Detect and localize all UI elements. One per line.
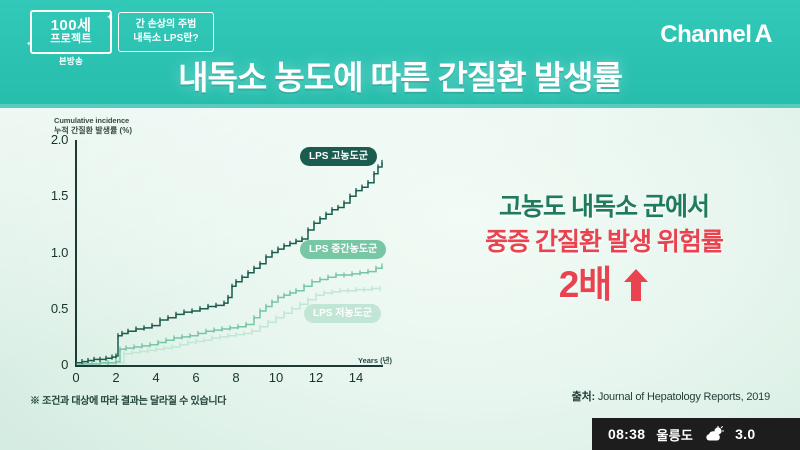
x-axis-tick-label: 14: [348, 370, 364, 385]
program-logo-line1: 100세: [50, 17, 92, 34]
program-logo-line2: 프로젝트: [50, 33, 92, 45]
x-axis-tick-label: 12: [308, 370, 324, 385]
episode-subtitle-box: 간 손상의 주범 내독소 LPS란?: [118, 12, 214, 52]
sparkle-icon: ✦: [26, 41, 32, 48]
chart-source: 출처: Journal of Hepatology Reports, 2019: [571, 388, 771, 404]
y-axis-tick-label: 1.5: [50, 188, 68, 204]
chart-censor-marks: [76, 263, 383, 365]
x-axis-tick-label: 4: [152, 370, 160, 385]
key-message: 고농도 내독소 군에서 중증 간질환 발생 위험률 2배: [424, 190, 784, 306]
y-axis-tick-label: 0.5: [50, 300, 68, 316]
chart: Cumulative incidence 누적 간질환 발생률 (%) 0 0.5…: [20, 112, 420, 402]
series-label: LPS 저농도군: [304, 304, 382, 324]
temperature-value: 3.0: [735, 426, 756, 442]
key-message-line2: 중증 간질환 발생 위험률: [485, 228, 724, 256]
location-label: 울릉도: [656, 427, 694, 443]
partly-cloudy-icon: [704, 425, 725, 442]
channel-a-mark: A: [754, 20, 772, 48]
y-axis-tick-label: 0: [61, 357, 68, 372]
key-message-line1: 고농도 내독소 군에서: [499, 193, 710, 221]
chart-source-text: Journal of Hepatology Reports, 2019: [594, 391, 770, 403]
x-axis-tick-label: 6: [192, 370, 200, 385]
x-axis-tick-label: 8: [232, 370, 240, 385]
chart-footnote: ※ 조건과 대상에 따라 결과는 달라질 수 있습니다: [30, 396, 227, 407]
x-axis-title: Years (년): [358, 356, 392, 365]
series-label: LPS 중간농도군: [300, 240, 387, 260]
key-message-line3-row: 2배: [424, 264, 784, 306]
episode-subtitle-line2: 내독소 LPS란?: [133, 33, 199, 44]
y-axis-label-ko: 누적 간질환 발생률 (%): [54, 126, 132, 135]
y-axis-tick-label: 2.0: [50, 132, 68, 147]
y-axis-line: [75, 140, 77, 367]
y-axis-tick-label: 1.0: [50, 244, 68, 260]
y-axis-caption: Cumulative incidence 누적 간질환 발생률 (%): [54, 116, 224, 136]
live-broadcast-label: 본방송: [58, 56, 84, 66]
channel-name: Channel: [660, 21, 752, 48]
chart-source-prefix: 출처:: [571, 391, 596, 403]
chart-plot-area: [76, 159, 383, 365]
program-logo: ✦ ✦ 100세 프로젝트 본방송: [26, 10, 114, 66]
x-axis-tick-label: 10: [268, 370, 284, 385]
x-axis-line: [75, 365, 383, 367]
x-axis-tick-label: 2: [112, 370, 120, 385]
page-title: 내독소 농도에 따른 간질환 발생률: [178, 59, 623, 96]
channel-logo: Channel A: [660, 20, 772, 49]
clock: 08:38: [608, 426, 646, 442]
series-label: LPS 고농도군: [300, 146, 378, 166]
top-banner: ✦ ✦ 100세 프로젝트 본방송 간 손상의 주범 내독소 LPS란? Cha…: [0, 0, 800, 108]
arrow-up-icon: [623, 268, 649, 302]
x-axis-tick-label: 0: [72, 370, 80, 385]
y-axis-label-en: Cumulative incidence: [54, 116, 130, 125]
sparkle-icon: ✦: [106, 12, 114, 22]
chart-censor-marks: [76, 159, 383, 365]
key-message-multiplier: 2배: [558, 264, 613, 305]
program-logo-box: 100세 프로젝트: [30, 10, 112, 54]
status-bar: 08:38 울릉도 3.0: [592, 418, 800, 450]
episode-subtitle-line1: 간 손상의 주범: [135, 19, 197, 30]
